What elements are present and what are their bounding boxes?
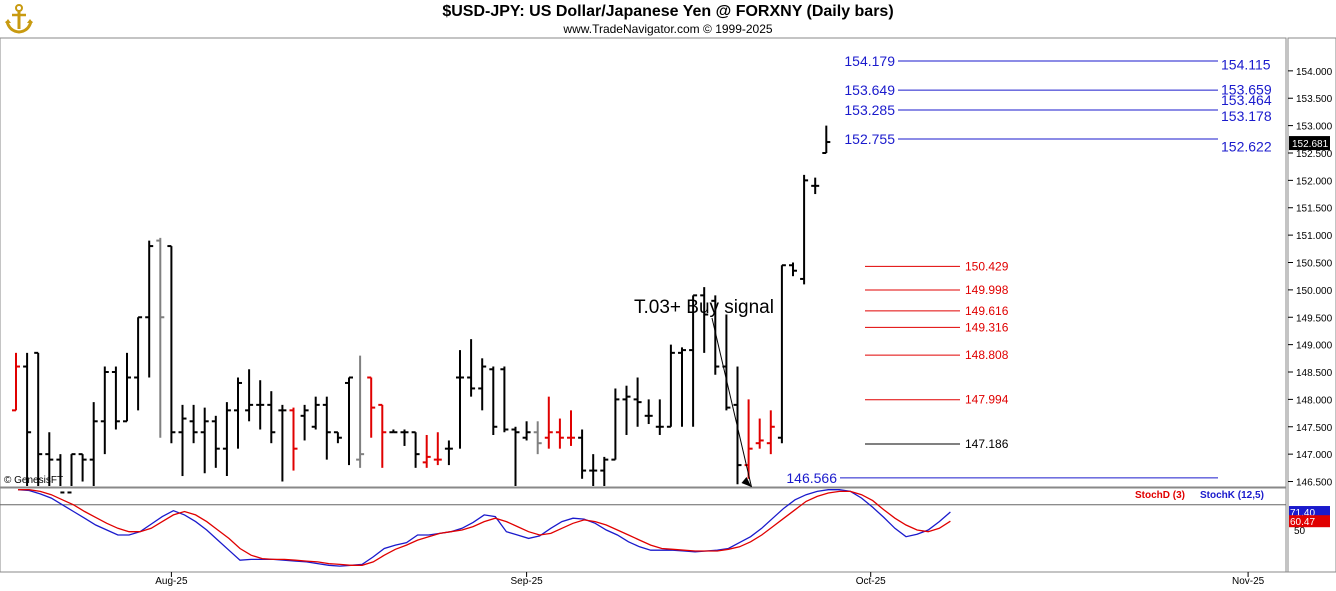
price-pane — [0, 37, 1287, 488]
buy-signal-arrow-line — [711, 317, 752, 488]
y-tick-label: 152.000 — [1296, 176, 1333, 187]
x-tick-label: Aug-25 — [155, 576, 188, 587]
fib-level-label: 153.464 — [1221, 92, 1272, 108]
y-tick-label: 150.500 — [1296, 259, 1333, 270]
trade-navigator-anchor-logo-icon — [5, 4, 33, 34]
target-level-label: 147.186 — [965, 437, 1009, 451]
x-tick-label: Oct-25 — [856, 576, 886, 587]
oscillator-pane — [0, 487, 1287, 573]
stochd-value-badge — [1289, 515, 1330, 528]
last-price-badge — [1289, 136, 1330, 151]
fib-level-label: 154.115 — [1221, 57, 1271, 73]
legend-stochk: StochK (12,5) — [1200, 490, 1264, 501]
copyright-watermark: © GenesisFT — [4, 475, 63, 486]
target-level-label: 149.616 — [965, 304, 1009, 318]
y-tick-label: 146.500 — [1296, 478, 1333, 489]
fib-level-label: 153.178 — [1221, 108, 1272, 124]
fib-level-label: 153.659 — [1221, 82, 1272, 98]
y-tick-label: 152.500 — [1296, 149, 1333, 160]
buy-signal-arrowhead — [741, 477, 752, 487]
y-tick-label: 147.500 — [1296, 423, 1333, 434]
y-tick-label: 148.000 — [1296, 395, 1333, 406]
fib-level-label: 153.285 — [844, 102, 895, 118]
chart-subtitle: www.TradeNavigator.com © 1999-2025 — [563, 22, 773, 36]
y-tick-label: 150.000 — [1296, 286, 1333, 297]
legend-stochd: StochD (3) — [1135, 490, 1185, 501]
y-tick-label: 149.000 — [1296, 341, 1333, 352]
fib-level-label: 146.566 — [786, 470, 837, 486]
fib-level-label: 153.649 — [844, 82, 895, 98]
y-tick-label: 153.500 — [1296, 94, 1333, 105]
stochastic-series-line — [17, 489, 951, 567]
chart-header: $USD-JPY: US Dollar/Japanese Yen @ FORXN… — [0, 0, 1336, 38]
target-level-label: 149.998 — [965, 283, 1009, 297]
target-level-label: 147.994 — [965, 393, 1009, 407]
stochk-value-badge — [1289, 506, 1330, 519]
x-tick-label: Nov-25 — [1232, 576, 1265, 587]
buy-signal-annotation: T.03+ Buy signal — [634, 297, 774, 318]
price-axis — [1287, 37, 1336, 573]
x-tick-label: Sep-25 — [510, 576, 543, 587]
y-tick-label: 154.000 — [1296, 67, 1333, 78]
stochk-value-label: 71.40 — [1290, 508, 1315, 519]
target-level-label: 148.808 — [965, 348, 1009, 362]
y-tick-label: 151.500 — [1296, 204, 1333, 215]
stochastic-series-line — [18, 489, 951, 566]
stochd-value-label: 60.47 — [1290, 517, 1315, 528]
y-tick-label: 149.500 — [1296, 313, 1333, 324]
oscillator-y-tick: 50 — [1294, 526, 1306, 537]
y-tick-label: 151.000 — [1296, 231, 1333, 242]
fib-level-label: 152.622 — [1221, 138, 1272, 154]
target-level-label: 150.429 — [965, 259, 1009, 273]
chart-title: $USD-JPY: US Dollar/Japanese Yen @ FORXN… — [442, 3, 894, 20]
last-price-label: 152.681 — [1292, 139, 1329, 150]
y-tick-label: 153.000 — [1296, 122, 1333, 133]
y-tick-label: 148.500 — [1296, 368, 1333, 379]
fib-level-label: 152.755 — [844, 131, 895, 147]
fib-level-label: 154.179 — [844, 53, 895, 69]
target-level-label: 149.316 — [965, 320, 1009, 334]
y-tick-label: 147.000 — [1296, 450, 1333, 461]
